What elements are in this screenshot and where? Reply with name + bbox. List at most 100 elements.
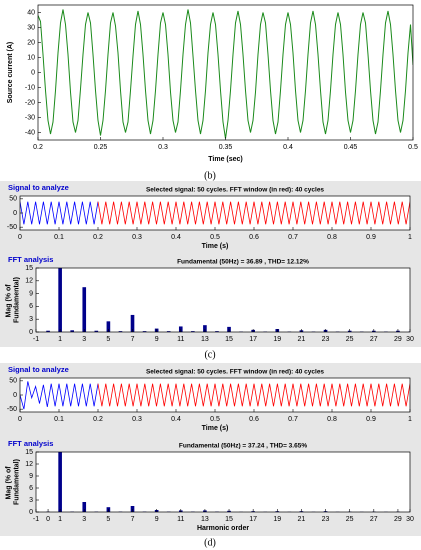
chart-title: Selected signal: 50 cycles. FFT window (… (146, 369, 324, 376)
bar (70, 330, 75, 332)
x-tick-label: 0.35 (219, 144, 233, 151)
bar (130, 314, 135, 332)
plot-area (36, 452, 410, 512)
plot (20, 201, 410, 225)
y-tick-label: 50 (9, 378, 17, 385)
plot (20, 381, 410, 410)
x-tick-label: 0.5 (408, 144, 418, 151)
x-tick-label: 27 (370, 516, 378, 523)
y-tick-label: -40 (25, 129, 35, 136)
x-axis-label: Harmonic order (197, 525, 249, 532)
x-tick-label: 1 (408, 416, 412, 423)
bar (58, 452, 62, 512)
x-tick-label: 17 (249, 516, 257, 523)
x-tick-label: 0.7 (288, 234, 298, 241)
x-tick-label: 0.6 (249, 234, 259, 241)
x-tick-label: 1 (408, 234, 412, 241)
panel-label: Signal to analyze (8, 365, 69, 374)
y-axis-label: Mag (% of Fundamental) (5, 277, 20, 323)
x-tick-label: 0.4 (171, 234, 181, 241)
x-axis-label: Time (s) (202, 425, 229, 432)
x-tick-label: 0.9 (366, 416, 376, 423)
x-tick-label: 0.9 (366, 234, 376, 241)
y-tick-label: -10 (25, 84, 35, 91)
bar (58, 268, 62, 332)
x-tick-label: 0 (46, 516, 50, 523)
x-tick-label: 1 (58, 516, 62, 523)
x-tick-label: 15 (225, 516, 233, 523)
axes-frame (35, 451, 411, 513)
x-tick-label: 1 (58, 336, 62, 343)
x-tick-label: 0.6 (249, 416, 259, 423)
y-tick-label: -50 (7, 406, 17, 413)
x-tick-label: 13 (201, 336, 209, 343)
x-tick-label: 7 (131, 336, 135, 343)
y-axis-label: Source current (A) (7, 42, 14, 103)
bar (118, 331, 123, 332)
x-tick-label: 0.3 (158, 144, 168, 151)
caption: (b) (204, 170, 216, 181)
panel-label: FFT analysis (8, 439, 53, 448)
x-tick-label: 15 (225, 336, 233, 343)
panel-label: Signal to analyze (8, 183, 69, 192)
axes-frame (35, 267, 411, 333)
y-tick-label: 6 (29, 303, 33, 310)
x-tick-label: 0 (18, 416, 22, 423)
x-tick-label: 0.3 (132, 416, 142, 423)
y-tick-label: 3 (29, 316, 33, 323)
bar (203, 325, 207, 332)
axes-frame (19, 377, 411, 413)
x-tick-label: 7 (131, 516, 135, 523)
x-tick-label: 0.5 (210, 416, 220, 423)
bar (191, 331, 195, 332)
x-tick-label: 27 (370, 336, 378, 343)
x-tick-label: 9 (155, 516, 159, 523)
caption: (d) (204, 537, 216, 548)
y-tick-label: -30 (25, 114, 35, 121)
chart-title: Selected signal: 50 cycles. FFT window (… (146, 187, 324, 194)
plot-area (20, 196, 410, 230)
bar (166, 331, 171, 332)
x-tick-label: 9 (155, 336, 159, 343)
bar (142, 331, 147, 332)
series-line (97, 383, 410, 407)
y-tick-label: 12 (25, 278, 33, 285)
caption: (c) (204, 349, 215, 360)
x-tick-label: 25 (346, 336, 354, 343)
x-tick-label: -1 (33, 336, 39, 343)
x-tick-label: 0.25 (94, 144, 108, 151)
x-axis-label: Time (s) (202, 243, 229, 250)
x-tick-label: 19 (273, 516, 281, 523)
x-tick-label: 21 (298, 516, 306, 523)
y-tick-label: 0 (31, 69, 35, 76)
y-tick-label: 30 (27, 24, 35, 31)
axes-frame (19, 195, 411, 231)
x-tick-label: 0.8 (327, 416, 337, 423)
plot-area (36, 268, 410, 332)
y-tick-label: -50 (7, 224, 17, 231)
x-tick-label: 23 (322, 336, 330, 343)
bar (82, 502, 87, 512)
x-axis-label: Time (sec) (208, 156, 243, 163)
x-tick-label: 11 (177, 336, 184, 343)
x-tick-label: 0.1 (54, 234, 64, 241)
x-tick-label: 3 (82, 516, 86, 523)
y-tick-label: 15 (25, 449, 33, 456)
chart-title: Fundamental (50Hz) = 36.89 , THD= 12.12% (177, 259, 309, 266)
y-tick-label: 9 (29, 290, 33, 297)
y-tick-label: 3 (29, 497, 33, 504)
bar (82, 287, 87, 332)
x-tick-label: 21 (298, 336, 306, 343)
x-tick-label: 3 (82, 336, 86, 343)
x-tick-label: 0.4 (283, 144, 293, 151)
x-tick-label: 0.3 (132, 234, 142, 241)
y-tick-label: 50 (9, 196, 17, 203)
x-tick-label: 0.7 (288, 416, 298, 423)
y-tick-label: 12 (25, 461, 33, 468)
bar (215, 331, 219, 332)
panel-label: FFT analysis (8, 255, 53, 264)
x-tick-label: 25 (346, 516, 354, 523)
y-tick-label: 0 (13, 392, 17, 399)
x-tick-label: 5 (106, 336, 110, 343)
